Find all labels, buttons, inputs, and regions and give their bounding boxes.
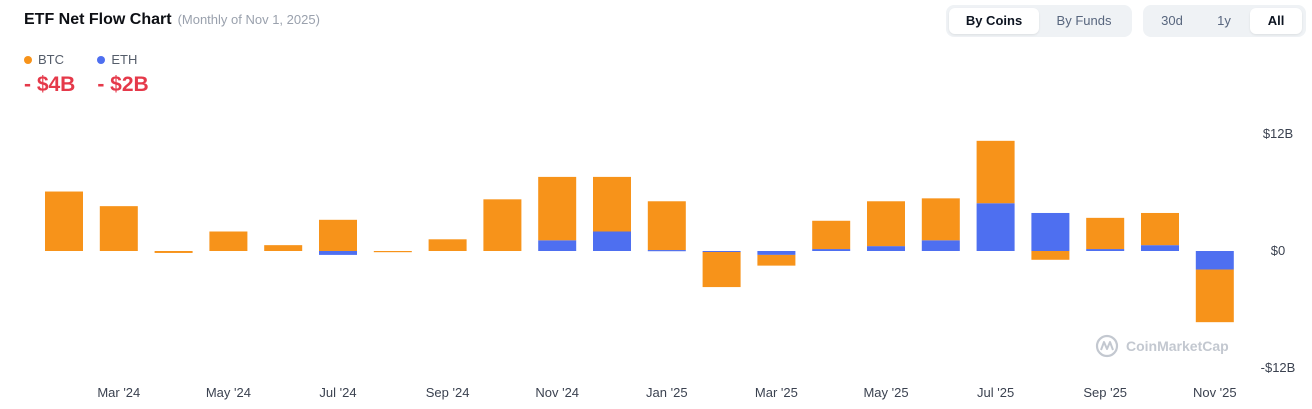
bar-btc bbox=[154, 251, 193, 253]
x-tick-label: Mar '25 bbox=[755, 385, 798, 400]
bar-btc bbox=[921, 198, 960, 241]
bar-btc bbox=[1031, 251, 1070, 260]
bar-btc bbox=[373, 251, 412, 253]
bar-eth bbox=[921, 240, 960, 251]
bar-eth bbox=[593, 231, 631, 251]
legend-value-btc: - $4B bbox=[24, 73, 76, 96]
bar-eth bbox=[1195, 251, 1234, 270]
bar-eth bbox=[812, 249, 851, 251]
legend-item-btc[interactable]: BTC - $4B bbox=[24, 52, 75, 97]
bar-eth bbox=[1031, 212, 1070, 251]
x-tick-label: Jul '24 bbox=[319, 385, 356, 400]
x-tick-label: Jul '25 bbox=[977, 385, 1014, 400]
bar-btc bbox=[757, 254, 796, 266]
x-tick-label: Sep '25 bbox=[1083, 385, 1127, 400]
bar-btc bbox=[428, 239, 467, 251]
bar-btc bbox=[647, 201, 686, 251]
bar-btc bbox=[702, 251, 741, 288]
x-tick-label: Mar '24 bbox=[97, 385, 140, 400]
watermark-text: CoinMarketCap bbox=[1126, 338, 1229, 354]
bar-eth bbox=[538, 240, 577, 251]
bar-eth bbox=[976, 203, 1015, 251]
bar-btc bbox=[593, 176, 631, 232]
watermark: CoinMarketCap bbox=[1095, 334, 1229, 358]
bar-btc bbox=[45, 191, 83, 251]
coinmarketcap-logo-icon bbox=[1095, 334, 1119, 358]
btc-dot-icon bbox=[24, 55, 32, 64]
bar-eth bbox=[647, 250, 686, 252]
x-tick-label: May '25 bbox=[863, 385, 908, 400]
x-tick-label: Jan '25 bbox=[646, 385, 688, 400]
range-1y-button[interactable]: 1y bbox=[1217, 13, 1231, 28]
by-coins-button[interactable]: By Coins bbox=[949, 8, 1039, 34]
x-tick-label: May '24 bbox=[206, 385, 251, 400]
legend-item-eth[interactable]: ETH - $2B bbox=[97, 52, 149, 97]
y-tick-label: $12B bbox=[1263, 126, 1293, 141]
bar-eth bbox=[757, 251, 796, 255]
by-funds-button[interactable]: By Funds bbox=[1056, 13, 1112, 28]
bar-btc bbox=[319, 219, 357, 251]
bar-eth bbox=[1141, 245, 1179, 251]
bar-eth bbox=[319, 251, 357, 255]
bar-btc bbox=[1141, 212, 1179, 246]
bar-btc bbox=[209, 231, 248, 251]
bar-eth bbox=[867, 246, 905, 251]
x-tick-label: Nov '24 bbox=[535, 385, 579, 400]
chart-header: ETF Net Flow Chart (Monthly of Nov 1, 20… bbox=[24, 11, 320, 29]
bar-eth bbox=[702, 251, 741, 253]
bar-btc bbox=[483, 199, 522, 251]
range-30d-button[interactable]: 30d bbox=[1161, 13, 1183, 28]
bar-btc bbox=[1086, 217, 1125, 250]
range-toggle: 30d 1y All bbox=[1143, 5, 1306, 37]
range-all-button[interactable]: All bbox=[1250, 8, 1302, 34]
legend: BTC - $4B ETH - $2B bbox=[24, 52, 149, 97]
chart-title: ETF Net Flow Chart bbox=[24, 11, 172, 28]
x-tick-label: Nov '25 bbox=[1193, 385, 1237, 400]
bar-btc bbox=[99, 206, 138, 251]
legend-value-eth: - $2B bbox=[97, 73, 149, 96]
legend-label-eth: ETH bbox=[111, 52, 138, 67]
legend-label-btc: BTC bbox=[38, 52, 64, 67]
bars-layer bbox=[45, 140, 1234, 323]
bar-btc bbox=[538, 176, 577, 241]
eth-dot-icon bbox=[97, 55, 106, 64]
bar-btc bbox=[1195, 269, 1234, 323]
x-axis: Mar '24 May '24 Jul '24 Sep '24 Nov '24 Jan '… bbox=[97, 385, 1236, 400]
chart-subtitle: (Monthly of Nov 1, 2025) bbox=[177, 12, 320, 27]
y-tick-label: $0 bbox=[1271, 243, 1285, 258]
bar-btc bbox=[264, 245, 303, 251]
y-axis: $12B $0 -$12B bbox=[1261, 126, 1296, 375]
bar-eth bbox=[1086, 249, 1125, 251]
group-by-toggle: By Coins By Funds bbox=[946, 5, 1132, 37]
bar-btc bbox=[867, 201, 905, 247]
y-tick-label: -$12B bbox=[1261, 360, 1296, 375]
bar-btc bbox=[976, 140, 1015, 204]
x-tick-label: Sep '24 bbox=[426, 385, 470, 400]
bar-btc bbox=[812, 220, 851, 250]
